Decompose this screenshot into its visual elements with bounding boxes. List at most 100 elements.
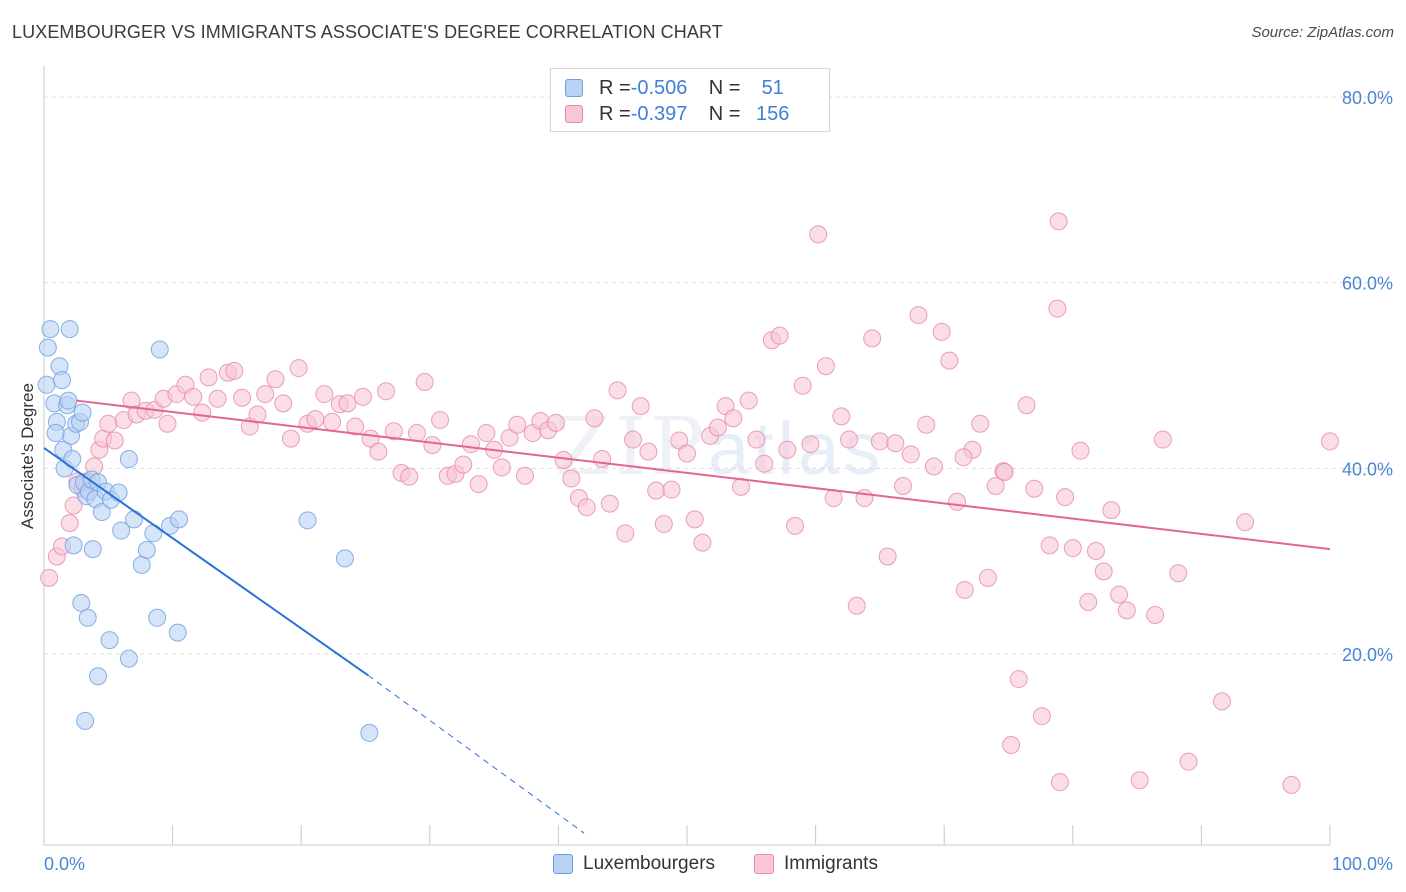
immigrant-point: [662, 480, 681, 499]
immigrant-point: [1282, 775, 1301, 794]
immigrant-point: [917, 415, 936, 434]
immigrant-point: [863, 329, 882, 348]
bottom-legend-immigrants: Immigrants: [754, 851, 878, 877]
immigrant-point: [816, 357, 835, 376]
luxembourger-point: [41, 320, 60, 339]
immigrant-point: [281, 429, 300, 448]
immigrant-point: [593, 450, 612, 469]
immigrant-point: [986, 476, 1005, 495]
immigrant-point: [469, 475, 488, 494]
legend-n-label: N =: [708, 76, 741, 99]
bottom-legend-luxembourgers: Luxembourgers: [553, 851, 715, 877]
immigrant-point: [184, 387, 203, 406]
luxembourger-trendline: [43, 447, 369, 677]
immigrant-point: [778, 440, 797, 459]
immigrant-point: [747, 430, 766, 449]
luxembourger-point: [148, 608, 167, 627]
immigrant-point: [1236, 513, 1255, 532]
immigrant-point: [639, 442, 658, 461]
immigrant-point: [60, 514, 79, 533]
luxembourger-point: [170, 510, 189, 529]
immigrant-point: [770, 326, 789, 345]
immigrant-trendline: [76, 399, 1331, 551]
immigrant-point: [847, 596, 866, 615]
immigrant-point: [1094, 562, 1113, 581]
immigrant-point: [948, 492, 967, 511]
immigrant-point: [306, 410, 325, 429]
legend-row-immigrants: R = -0.397 N = 156: [565, 102, 793, 126]
luxembourgers-swatch: [565, 79, 583, 97]
immigrant-point: [353, 387, 372, 406]
immigrant-point: [924, 457, 943, 476]
immigrant-point: [932, 322, 951, 341]
immigrant-point: [346, 417, 365, 436]
immigrant-point: [971, 414, 990, 433]
immigrant-point: [678, 444, 696, 463]
immigrant-point: [105, 431, 124, 450]
immigrant-point: [208, 389, 227, 408]
legend-r-label: R =: [599, 76, 631, 99]
immigrant-point: [1049, 212, 1068, 231]
legend-n-value: 51: [761, 76, 784, 99]
immigrant-point: [431, 411, 450, 430]
luxembourger-point: [119, 450, 138, 469]
immigrant-point: [739, 391, 758, 410]
immigrant-point: [461, 435, 480, 454]
y-tick-label: 40.0%: [1342, 459, 1393, 479]
luxembourger-point: [63, 450, 82, 469]
immigrant-point: [1071, 441, 1090, 460]
luxembourger-point: [137, 541, 156, 560]
immigrant-point: [1169, 564, 1188, 583]
immigrant-point: [901, 445, 920, 464]
luxembourger-point: [59, 391, 78, 410]
immigrant-point: [1017, 396, 1036, 415]
immigrant-point: [315, 385, 334, 404]
immigrant-point: [631, 397, 650, 416]
x-tick-label: 0.0%: [44, 854, 85, 874]
immigrant-point: [1032, 707, 1051, 726]
luxembourgers-legend-swatch: [553, 854, 573, 874]
immigrant-point: [995, 463, 1014, 482]
x-tick-label: 100.0%: [1332, 854, 1393, 874]
immigrant-point: [407, 424, 426, 443]
source-label: Source: ZipAtlas.com: [1251, 24, 1394, 41]
luxembourger-trendline-extension: [367, 674, 585, 834]
luxembourger-point: [112, 521, 131, 540]
luxembourger-point: [125, 510, 144, 529]
immigrant-point: [266, 370, 285, 389]
immigrant-point: [1117, 601, 1136, 620]
immigrant-point: [824, 489, 843, 508]
immigrant-point: [1110, 585, 1129, 604]
luxembourger-point: [92, 502, 111, 521]
immigrant-point: [546, 413, 565, 432]
luxembourger-point: [78, 608, 97, 627]
immigrant-point: [225, 361, 244, 380]
luxembourger-point: [150, 340, 169, 359]
immigrant-point: [1050, 773, 1069, 792]
y-tick-label: 80.0%: [1342, 88, 1393, 108]
immigrants-legend-label: Immigrants: [784, 853, 878, 874]
immigrant-point: [886, 434, 905, 453]
immigrant-point: [801, 435, 820, 454]
immigrant-point: [1146, 606, 1165, 625]
legend-r-label: R =: [599, 102, 631, 125]
immigrant-point: [786, 516, 805, 535]
immigrant-point: [870, 432, 889, 451]
immigrant-point: [1130, 771, 1149, 790]
immigrant-point: [1048, 299, 1067, 318]
immigrant-point: [1102, 501, 1121, 520]
immigrant-point: [577, 498, 596, 517]
immigrant-point: [323, 412, 342, 431]
immigrant-point: [1040, 536, 1059, 555]
legend-n-label: N =: [708, 102, 741, 125]
immigrant-point: [1086, 541, 1105, 560]
immigrant-point: [724, 409, 743, 428]
immigrant-point: [978, 568, 997, 587]
immigrant-point: [878, 547, 897, 566]
luxembourger-point: [89, 667, 108, 686]
immigrant-point: [377, 382, 396, 401]
luxembourger-point: [73, 403, 92, 422]
immigrant-point: [274, 394, 293, 413]
immigrant-point: [600, 494, 619, 513]
